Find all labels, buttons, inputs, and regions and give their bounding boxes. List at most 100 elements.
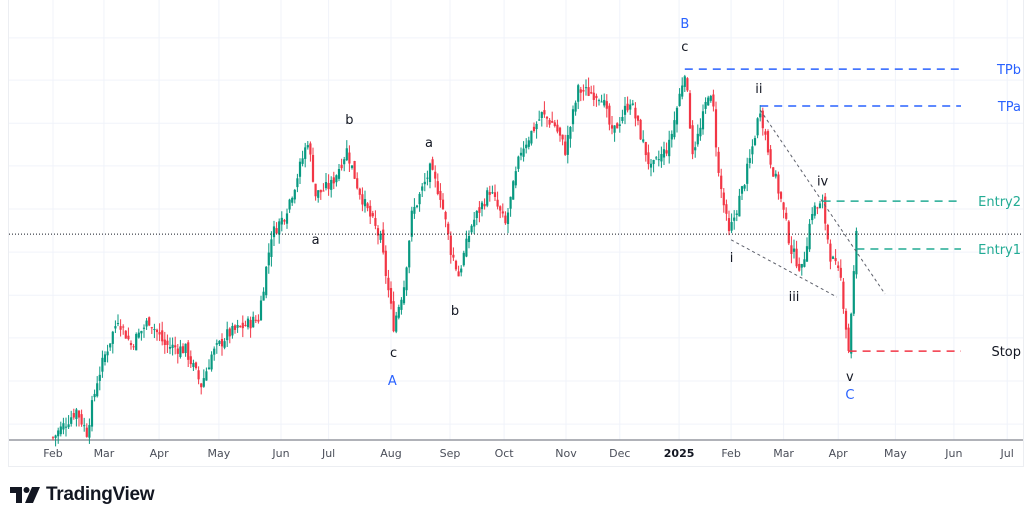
candle-up bbox=[733, 217, 736, 221]
candle-up bbox=[808, 223, 811, 250]
candle-up bbox=[621, 116, 624, 121]
candle-down bbox=[644, 141, 647, 156]
candle-down bbox=[712, 94, 715, 107]
wave-label: C bbox=[845, 388, 854, 403]
candle-down bbox=[127, 335, 130, 340]
candle-up bbox=[142, 327, 146, 329]
candle-up bbox=[540, 112, 543, 119]
candle-up bbox=[106, 351, 109, 356]
candle-up bbox=[748, 158, 751, 164]
candle-up bbox=[740, 186, 744, 194]
candle-down bbox=[816, 207, 819, 209]
candle-down bbox=[795, 248, 798, 267]
candle-up bbox=[753, 138, 757, 146]
candle-up bbox=[473, 219, 476, 227]
candlestick-chart[interactable]: Feb Mar Apr May Jun Jul Aug Sep Oct Nov Dec 2025 Feb… bbox=[9, 0, 1023, 466]
candle-down bbox=[348, 152, 351, 164]
candle-up bbox=[486, 190, 489, 206]
chart-panel[interactable]: Feb Mar Apr May Jun Jul Aug Sep Oct Nov Dec 2025 Feb… bbox=[8, 0, 1024, 467]
candle-down bbox=[551, 121, 554, 123]
candle-down bbox=[454, 260, 458, 270]
candle-up bbox=[597, 100, 601, 102]
candle-up bbox=[101, 357, 104, 372]
wave-label: ii bbox=[755, 82, 762, 97]
candle-up bbox=[280, 217, 283, 225]
candle-down bbox=[842, 281, 845, 309]
x-axis-tick-label: Dec bbox=[609, 447, 630, 460]
candle-down bbox=[441, 199, 445, 210]
candle-up bbox=[509, 196, 512, 209]
candle-down bbox=[309, 143, 312, 155]
candle-up bbox=[421, 186, 424, 191]
candle-down bbox=[605, 101, 608, 109]
candle-down bbox=[553, 122, 556, 127]
candle-up bbox=[699, 127, 702, 137]
candle-up bbox=[215, 343, 218, 345]
x-axis-tick-label: May bbox=[884, 447, 907, 460]
candle-down bbox=[283, 220, 286, 222]
tradingview-logo[interactable]: TradingView bbox=[10, 484, 155, 506]
candle-down bbox=[543, 110, 546, 115]
candle-up bbox=[363, 199, 367, 207]
candle-up bbox=[673, 120, 676, 138]
candle-down bbox=[636, 115, 640, 121]
candle-down bbox=[311, 154, 315, 182]
candle-up bbox=[613, 125, 616, 133]
candle-up bbox=[137, 332, 140, 338]
candle-up bbox=[460, 268, 463, 273]
candle-down bbox=[457, 271, 460, 277]
candle-down bbox=[779, 192, 783, 199]
candle-up bbox=[746, 163, 749, 184]
candle-up bbox=[649, 163, 653, 168]
x-axis-tick-label: Nov bbox=[555, 447, 577, 460]
candle-up bbox=[93, 393, 96, 398]
candle-up bbox=[350, 165, 354, 168]
candle-down bbox=[766, 131, 770, 153]
candle-up bbox=[709, 95, 712, 101]
x-axis-tick-label: Mar bbox=[94, 447, 115, 460]
candle-down bbox=[564, 141, 567, 155]
candle-down bbox=[392, 301, 395, 332]
candle-down bbox=[257, 319, 260, 322]
candle-down bbox=[132, 346, 135, 348]
candle-up bbox=[345, 148, 348, 161]
candle-up bbox=[813, 205, 816, 216]
candle-down bbox=[369, 205, 372, 217]
candle-down bbox=[449, 235, 452, 255]
candle-up bbox=[153, 329, 156, 331]
candle-up bbox=[512, 181, 515, 200]
wave-label: i bbox=[730, 251, 734, 266]
candle-up bbox=[304, 147, 307, 159]
candle-down bbox=[790, 245, 793, 254]
candle-up bbox=[202, 378, 205, 387]
candle-down bbox=[686, 78, 689, 91]
candle-up bbox=[577, 85, 580, 102]
candle-down bbox=[447, 223, 450, 234]
candle-up bbox=[631, 103, 634, 105]
candle-up bbox=[114, 326, 117, 329]
candle-up bbox=[291, 197, 294, 203]
level-label-entry1: Entry1 bbox=[978, 243, 1021, 258]
candle-up bbox=[618, 124, 621, 126]
candle-up bbox=[335, 175, 338, 183]
x-axis-tick-label: Jul bbox=[1000, 447, 1014, 460]
candle-down bbox=[150, 327, 153, 329]
candle-down bbox=[483, 204, 486, 207]
candle-up bbox=[301, 158, 304, 164]
candle-down bbox=[634, 107, 637, 119]
tradingview-logo-icon bbox=[10, 487, 40, 503]
candle-up bbox=[296, 178, 299, 188]
candle-up bbox=[704, 101, 707, 109]
x-axis-tick-label: Oct bbox=[495, 447, 515, 460]
candle-up bbox=[231, 325, 234, 336]
candle-up bbox=[569, 127, 572, 139]
candle-up bbox=[88, 425, 91, 438]
wave-label: c bbox=[681, 40, 688, 55]
candle-down bbox=[80, 414, 83, 425]
candle-down bbox=[158, 332, 161, 335]
candle-down bbox=[197, 370, 200, 380]
wave-label: b bbox=[451, 304, 459, 319]
candle-up bbox=[701, 111, 705, 130]
candle-up bbox=[660, 154, 663, 162]
candle-up bbox=[803, 259, 806, 267]
